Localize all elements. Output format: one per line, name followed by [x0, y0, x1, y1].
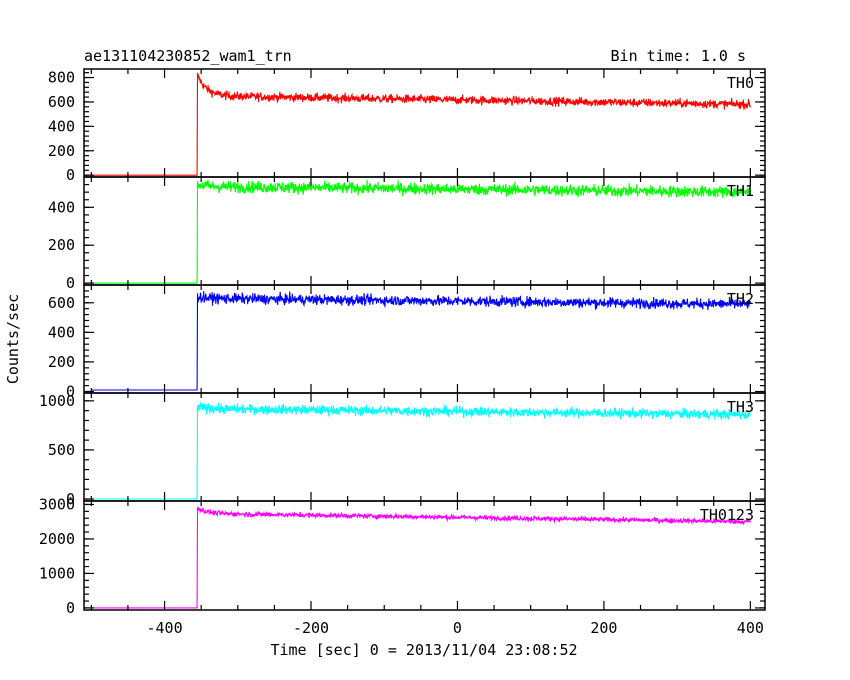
y-tick-label: 2000 — [39, 530, 75, 548]
legend-th2: TH2 — [727, 290, 754, 308]
y-tick-label: 0 — [66, 383, 75, 401]
series-line-th0123 — [91, 506, 751, 609]
y-tick-label: 200 — [48, 353, 75, 371]
series-line-th0 — [91, 72, 751, 176]
chart-title: ae131104230852_wam1_trn — [84, 47, 292, 65]
series-line-th3 — [91, 402, 751, 500]
panel-th0123: 0 1000 2000 3000 TH0123 — [39, 495, 766, 617]
y-tick-label: 200 — [48, 142, 75, 160]
y-axis-label: Counts/sec — [4, 294, 22, 384]
x-tick-label: -400 — [146, 619, 182, 637]
legend-th0: TH0 — [727, 74, 754, 92]
y-tick-label: 400 — [48, 323, 75, 341]
panel-frame — [83, 68, 766, 178]
y-tick-label: 400 — [48, 198, 75, 216]
y-tick-label: 0 — [66, 490, 75, 508]
y-tick-label: 500 — [48, 441, 75, 459]
series-line-th2 — [91, 291, 751, 391]
y-tick-label: 0 — [66, 599, 75, 617]
y-tick-label: 600 — [48, 93, 75, 111]
y-tick-label: 600 — [48, 294, 75, 312]
legend-th3: TH3 — [727, 398, 754, 416]
panel-frame — [83, 500, 766, 611]
panel-th3: 0 500 1000 TH3 — [39, 392, 766, 508]
x-axis-label: Time [sec] 0 = 2013/11/04 23:08:52 — [270, 641, 577, 659]
panel-th0: 0 200 400 600 800 TH0 — [48, 68, 766, 184]
y-tick-label: 400 — [48, 117, 75, 135]
x-tick-label: -200 — [293, 619, 329, 637]
y-tick-label: 1000 — [39, 564, 75, 582]
y-tick-label: 3000 — [39, 495, 75, 513]
y-tick-label: 800 — [48, 69, 75, 87]
legend-th1: TH1 — [727, 182, 754, 200]
panel-th1: 0 200 400 TH1 — [48, 176, 766, 292]
panel-th2: 0 200 400 600 TH2 — [48, 284, 766, 401]
legend-th0123: TH0123 — [700, 506, 754, 524]
series-line-th1 — [91, 179, 751, 284]
x-tick-label: 200 — [590, 619, 617, 637]
y-tick-label: 200 — [48, 236, 75, 254]
y-tick-label: 0 — [66, 274, 75, 292]
y-tick-label: 1000 — [39, 392, 75, 410]
bin-time-label: Bin time: 1.0 s — [611, 47, 746, 65]
y-tick-label: 0 — [66, 166, 75, 184]
x-tick-label: 0 — [453, 619, 462, 637]
x-tick-label: 400 — [737, 619, 764, 637]
